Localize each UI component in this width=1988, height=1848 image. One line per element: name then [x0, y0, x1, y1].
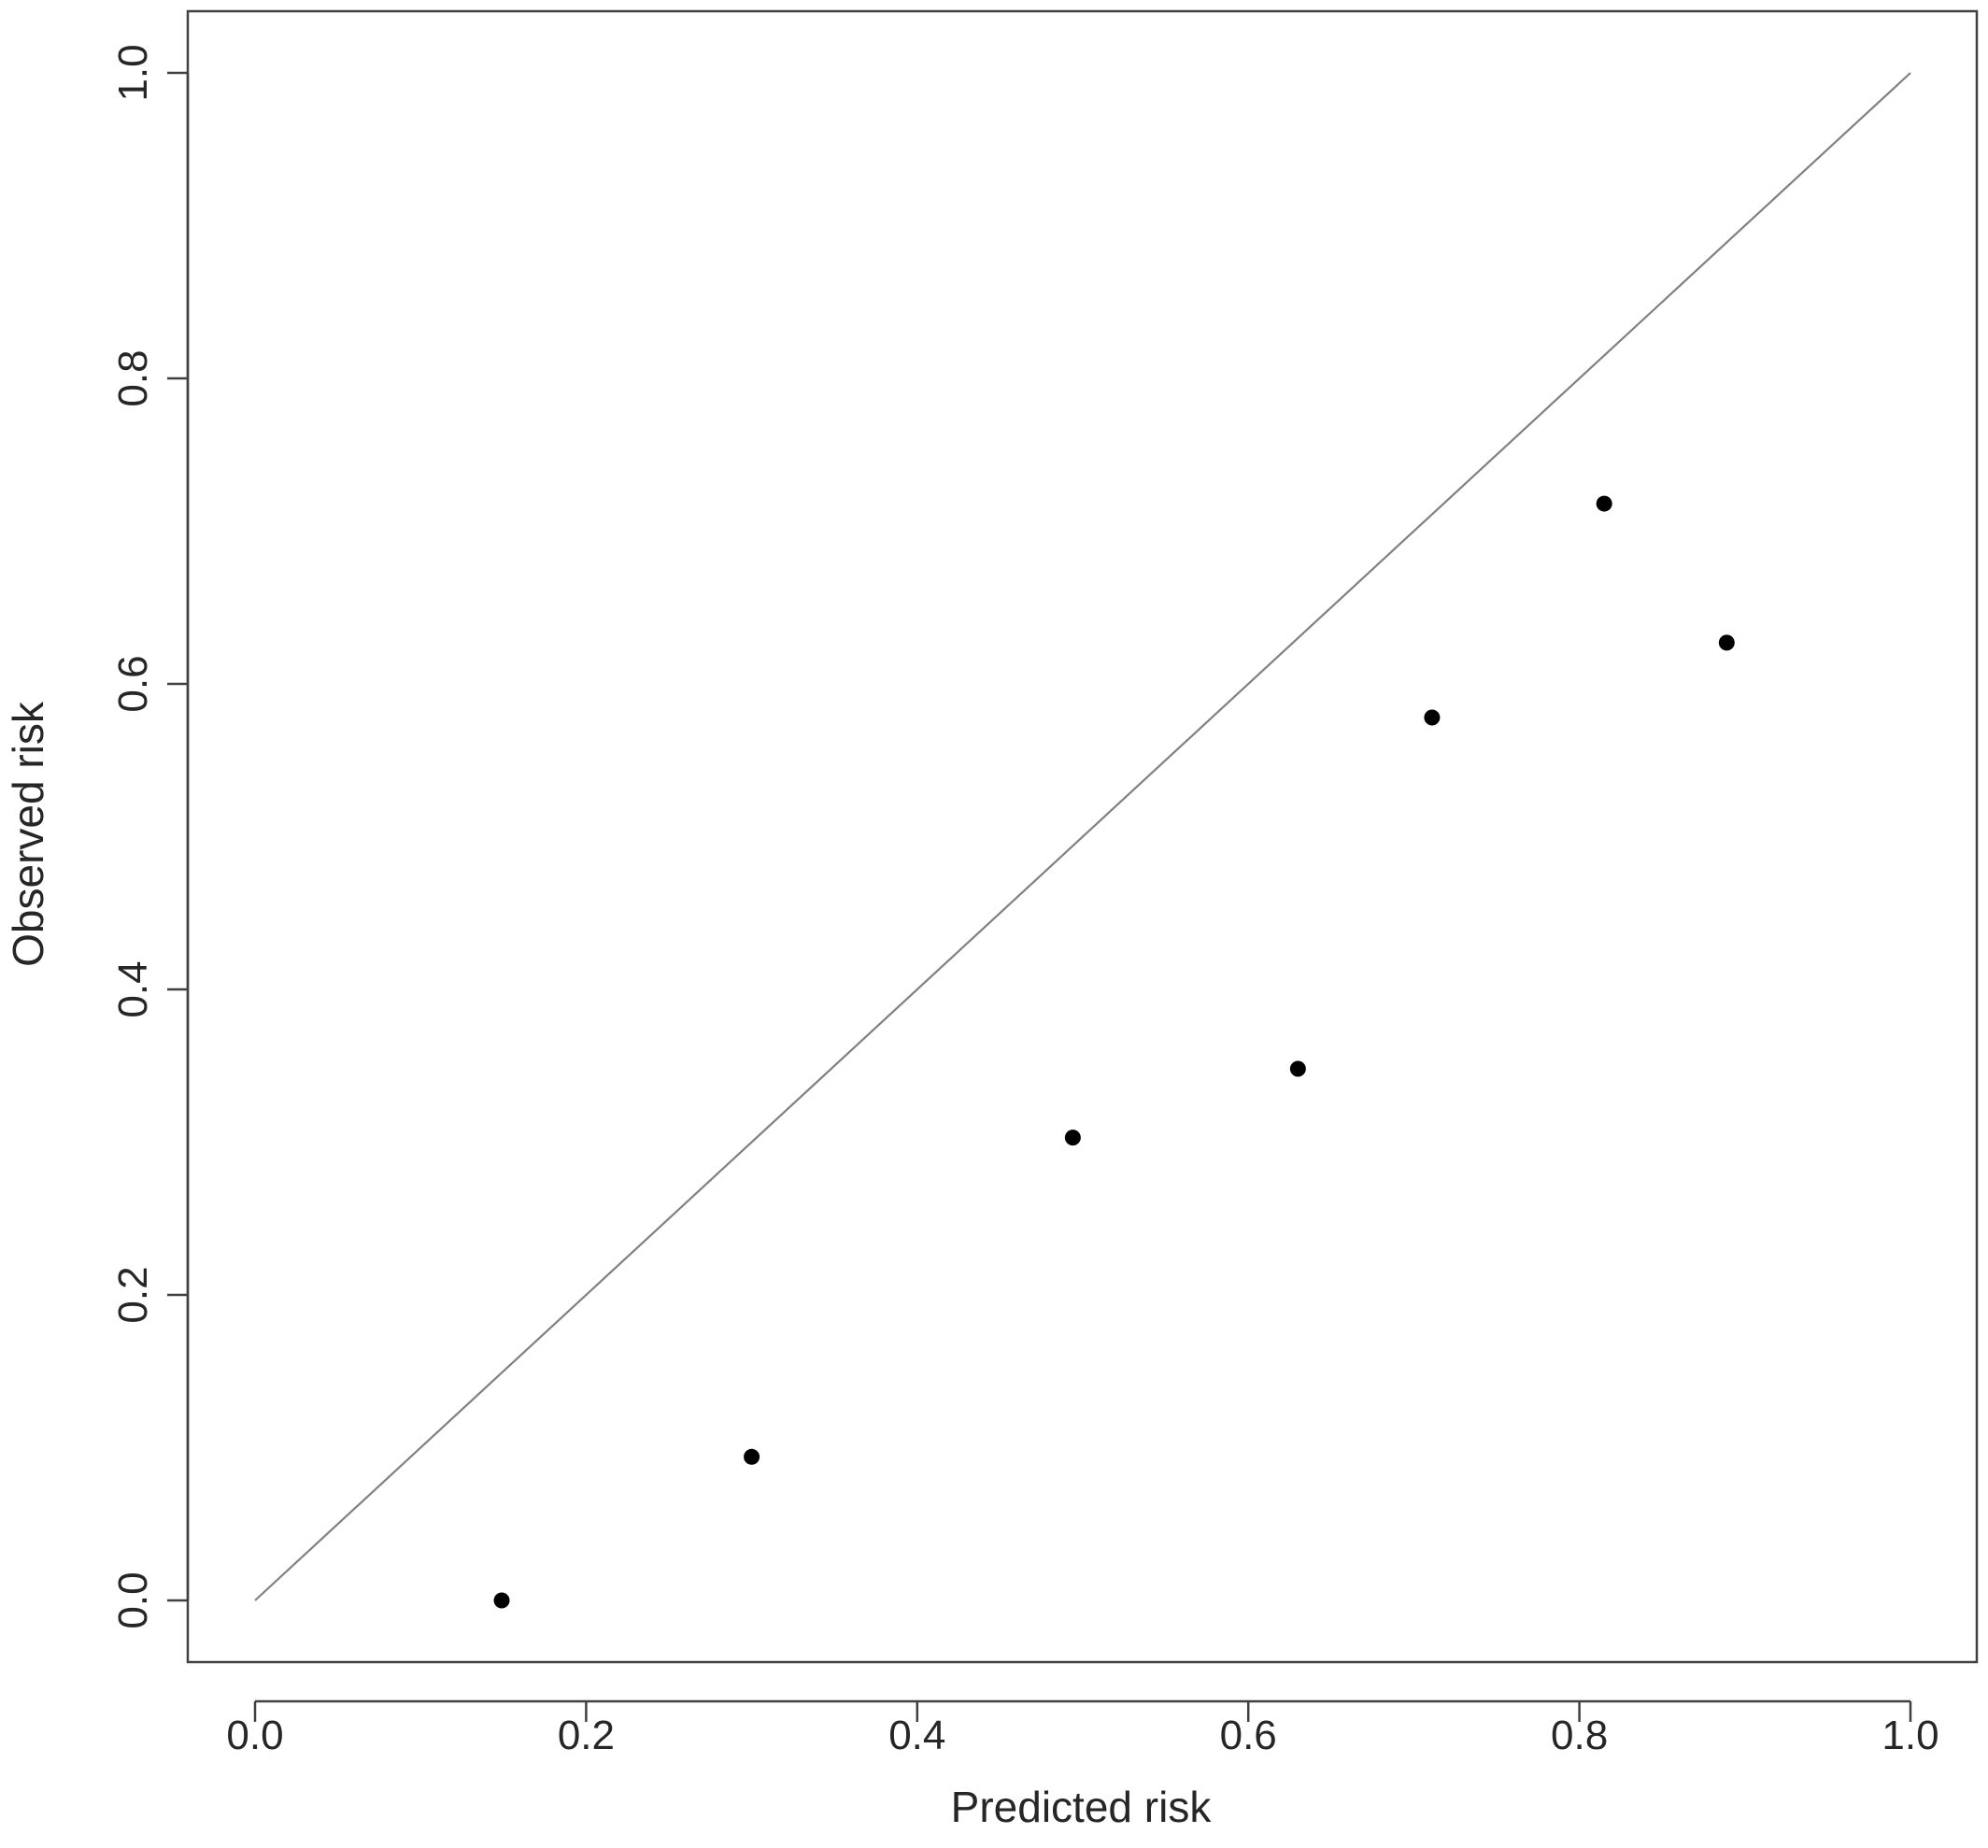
x-tick-label: 0.8 [1551, 1713, 1608, 1758]
y-tick-label: 0.0 [110, 1571, 156, 1628]
y-tick-label: 0.6 [110, 655, 156, 712]
data-point [1289, 1060, 1306, 1077]
data-point [1064, 1130, 1081, 1146]
reference-diagonal-line [254, 72, 1911, 1601]
data-points-layer [493, 495, 1735, 1609]
x-axis-title: Predicted risk [951, 1783, 1213, 1831]
y-tick-label: 0.8 [110, 349, 156, 406]
y-tick-label: 0.2 [110, 1266, 156, 1323]
x-tick-label: 0.4 [888, 1713, 945, 1758]
x-axis: 0.0 0.2 0.4 0.6 0.8 1.0 [226, 1699, 1939, 1758]
y-tick-label: 1.0 [110, 44, 156, 101]
x-tick-label: 0.2 [558, 1713, 615, 1758]
data-point [744, 1448, 760, 1465]
data-point [493, 1592, 510, 1609]
y-axis-title: Observed risk [4, 701, 52, 967]
data-point [1596, 495, 1612, 512]
data-point [1424, 709, 1441, 726]
y-axis: 0.0 0.2 0.4 0.6 0.8 1.0 [110, 44, 190, 1629]
x-tick-label: 0.0 [226, 1713, 283, 1758]
reference-diagonal-layer [254, 72, 1911, 1601]
data-point [1718, 634, 1735, 651]
x-tick-label: 0.6 [1220, 1713, 1277, 1758]
y-tick-label: 0.4 [110, 960, 156, 1017]
x-tick-label: 1.0 [1882, 1713, 1938, 1758]
